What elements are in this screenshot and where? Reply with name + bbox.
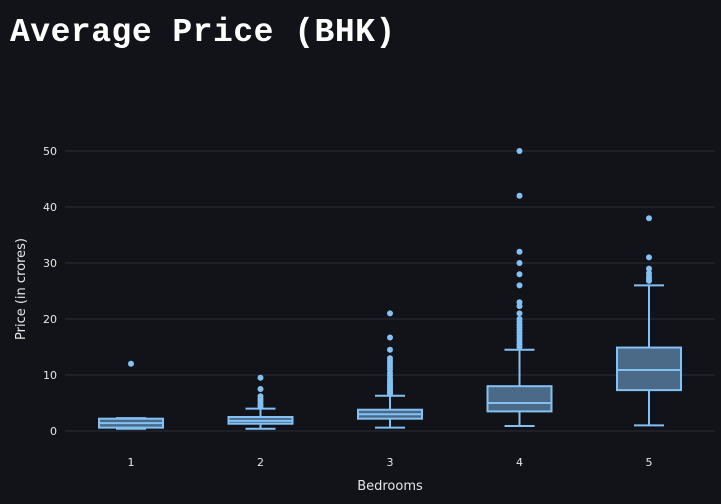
box-3	[357, 310, 423, 429]
box-iqr	[486, 385, 553, 413]
box-1	[98, 360, 164, 430]
x-axis-ticks: 1 2 3 4 5	[128, 456, 653, 469]
boxes	[98, 148, 682, 430]
outlier-point	[646, 215, 652, 222]
outlier-point	[516, 310, 523, 317]
outlier-point	[387, 310, 393, 317]
y-axis-title: Price (in crores)	[14, 238, 29, 340]
outlier-point	[516, 271, 523, 278]
y-tick-label-30: 30	[43, 257, 57, 270]
y-tick-label-40: 40	[43, 201, 57, 214]
box-iqr	[616, 346, 682, 392]
x-tick-label-3: 3	[387, 456, 394, 469]
outlier-point	[646, 270, 652, 277]
x-axis-title: Bedrooms	[357, 479, 423, 494]
x-tick-label-5: 5	[646, 456, 653, 469]
y-tick-label-20: 20	[43, 313, 57, 326]
x-tick-label-4: 4	[516, 456, 523, 469]
outlier-point	[387, 355, 393, 362]
x-tick-label-1: 1	[128, 456, 135, 469]
outlier-point	[257, 374, 264, 381]
outlier-point	[516, 282, 523, 289]
outlier-point	[516, 316, 523, 322]
outlier-point	[516, 192, 523, 199]
y-tick-label-0: 0	[50, 425, 57, 438]
outlier-point	[257, 386, 264, 392]
outlier-point	[646, 265, 652, 272]
page-title: Average Price (BHK)	[10, 14, 396, 51]
y-tick-label-50: 50	[43, 145, 57, 158]
outlier-point	[128, 360, 134, 367]
box-4	[486, 148, 553, 427]
outlier-point	[646, 254, 652, 261]
outlier-point	[516, 248, 523, 255]
y-tick-label-10: 10	[43, 369, 57, 382]
outlier-point	[257, 393, 264, 400]
box-5	[616, 215, 682, 427]
outlier-point	[516, 299, 523, 306]
x-tick-label-2: 2	[257, 456, 264, 469]
y-axis-ticks: 0 10 20 30 40 50	[43, 145, 57, 438]
outlier-point	[516, 148, 523, 154]
outlier-point	[387, 346, 393, 353]
outlier-point	[387, 334, 393, 341]
box-2	[227, 374, 294, 430]
outlier-point	[516, 260, 523, 266]
